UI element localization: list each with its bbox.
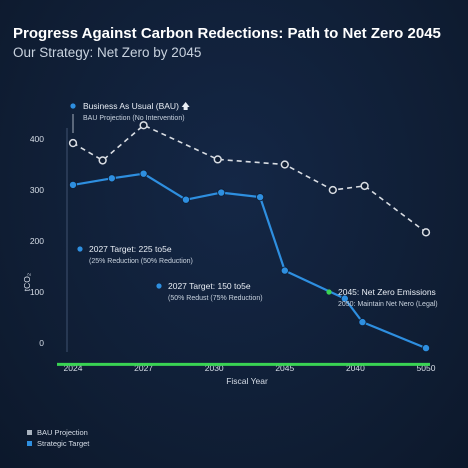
chart-subtitle: Our Strategy: Net Zero by 2045 [13, 45, 202, 60]
x-axis-label: Fiscal Year [226, 376, 268, 386]
annotation-marker-t2027a [77, 246, 83, 252]
data-point-target [421, 344, 430, 353]
legend-label-bau: BAU Projection [37, 428, 88, 437]
annotation-sub-nz2045: 2050: Maintain Net Nero (Legal) [338, 301, 438, 308]
y-tick-label: 100 [30, 287, 44, 297]
legend-label-target: Strategic Target [37, 439, 90, 448]
y-tick-label: 200 [30, 236, 44, 246]
annotation-sub-t2027a: (25% Reduction (50% Reduction) [89, 258, 193, 265]
data-point-target [69, 180, 78, 189]
annotation-title-t2027b: 2027 Target: 150 to5e [168, 281, 251, 291]
annotation-title-nz2045: 2045: Net Zero Emissions [338, 287, 436, 297]
chart-legend: BAU Projection Strategic Target [27, 427, 89, 449]
x-tick-label: 2045 [275, 363, 294, 373]
data-point-bau [98, 156, 107, 165]
legend-item-target: Strategic Target [27, 438, 89, 449]
y-tick-label: 0 [39, 338, 44, 348]
x-tick-label: 2040 [346, 363, 365, 373]
legend-swatch-bau [27, 430, 32, 435]
annotation-sub-t2027b: (50% Redust (75% Reduction) [168, 295, 263, 302]
data-point-bau [213, 155, 222, 164]
data-point-target [107, 174, 116, 183]
y-tick-label: 400 [30, 134, 44, 144]
legend-item-bau: BAU Projection [27, 427, 89, 438]
series-line-bau [72, 124, 427, 233]
data-point-bau [139, 121, 148, 130]
data-point-target [256, 193, 265, 202]
x-tick-label: 5050 [417, 363, 436, 373]
annotation-sub-bau: BAU Projection (No Intervention) [83, 115, 185, 122]
y-tick-label: 300 [30, 185, 44, 195]
x-tick-label: 2027 [134, 363, 153, 373]
data-point-target [358, 318, 367, 327]
x-tick-label: 2030 [205, 363, 224, 373]
annotation-title-bau: Business As Usual (BAU) 🡅 [83, 101, 190, 111]
data-point-target [139, 169, 148, 178]
data-point-bau [280, 160, 289, 169]
chart-title: Progress Against Carbon Redections: Path… [13, 25, 441, 42]
data-point-bau [421, 228, 431, 237]
y-axis-label: tCO₂ [22, 273, 32, 291]
annotation-marker-bau [70, 103, 76, 109]
data-point-target [340, 294, 349, 303]
series-line-target [72, 172, 427, 350]
data-point-bau [328, 185, 337, 195]
data-point-bau [68, 138, 78, 148]
data-point-bau [360, 181, 369, 191]
annotation-marker-t2027b [156, 283, 162, 289]
annotation-marker-nz2045 [326, 289, 332, 295]
data-point-target [181, 195, 190, 204]
x-tick-label: 2024 [64, 363, 83, 373]
data-point-target [280, 266, 289, 275]
annotation-title-t2027a: 2027 Target: 225 to5e [89, 244, 172, 254]
legend-swatch-target [27, 441, 32, 446]
data-point-target [217, 188, 226, 197]
